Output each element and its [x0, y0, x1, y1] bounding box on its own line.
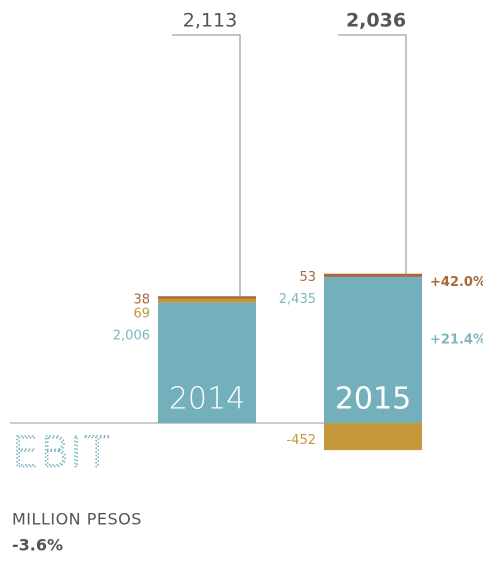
- annotation: -3.6%: [12, 536, 63, 555]
- value-label: -452: [286, 433, 316, 448]
- value-label: 69: [133, 307, 150, 322]
- value-label: 38: [133, 293, 150, 308]
- bar-segment: [158, 296, 256, 299]
- bar-segment: [158, 298, 256, 303]
- chart-subtitle: MILLION PESOS: [12, 510, 142, 529]
- total-label: 2,036: [346, 10, 406, 32]
- bar-segment: [324, 423, 422, 451]
- category-label: 2014: [169, 382, 245, 417]
- value-label: 53: [299, 270, 316, 285]
- change-label: +42.0%: [430, 275, 483, 290]
- bar-segment: [324, 276, 422, 423]
- value-label: 2,435: [279, 292, 316, 307]
- value-label: 2,006: [113, 329, 150, 344]
- leader-line: [172, 34, 241, 297]
- total-label: 2,113: [183, 10, 237, 32]
- bar-segment: [158, 302, 256, 423]
- change-label: +21.4%: [430, 332, 483, 347]
- chart-title: EBIT: [12, 428, 112, 477]
- bar-segment: [324, 273, 422, 277]
- category-label: 2015: [335, 382, 411, 417]
- leader-line: [338, 34, 407, 274]
